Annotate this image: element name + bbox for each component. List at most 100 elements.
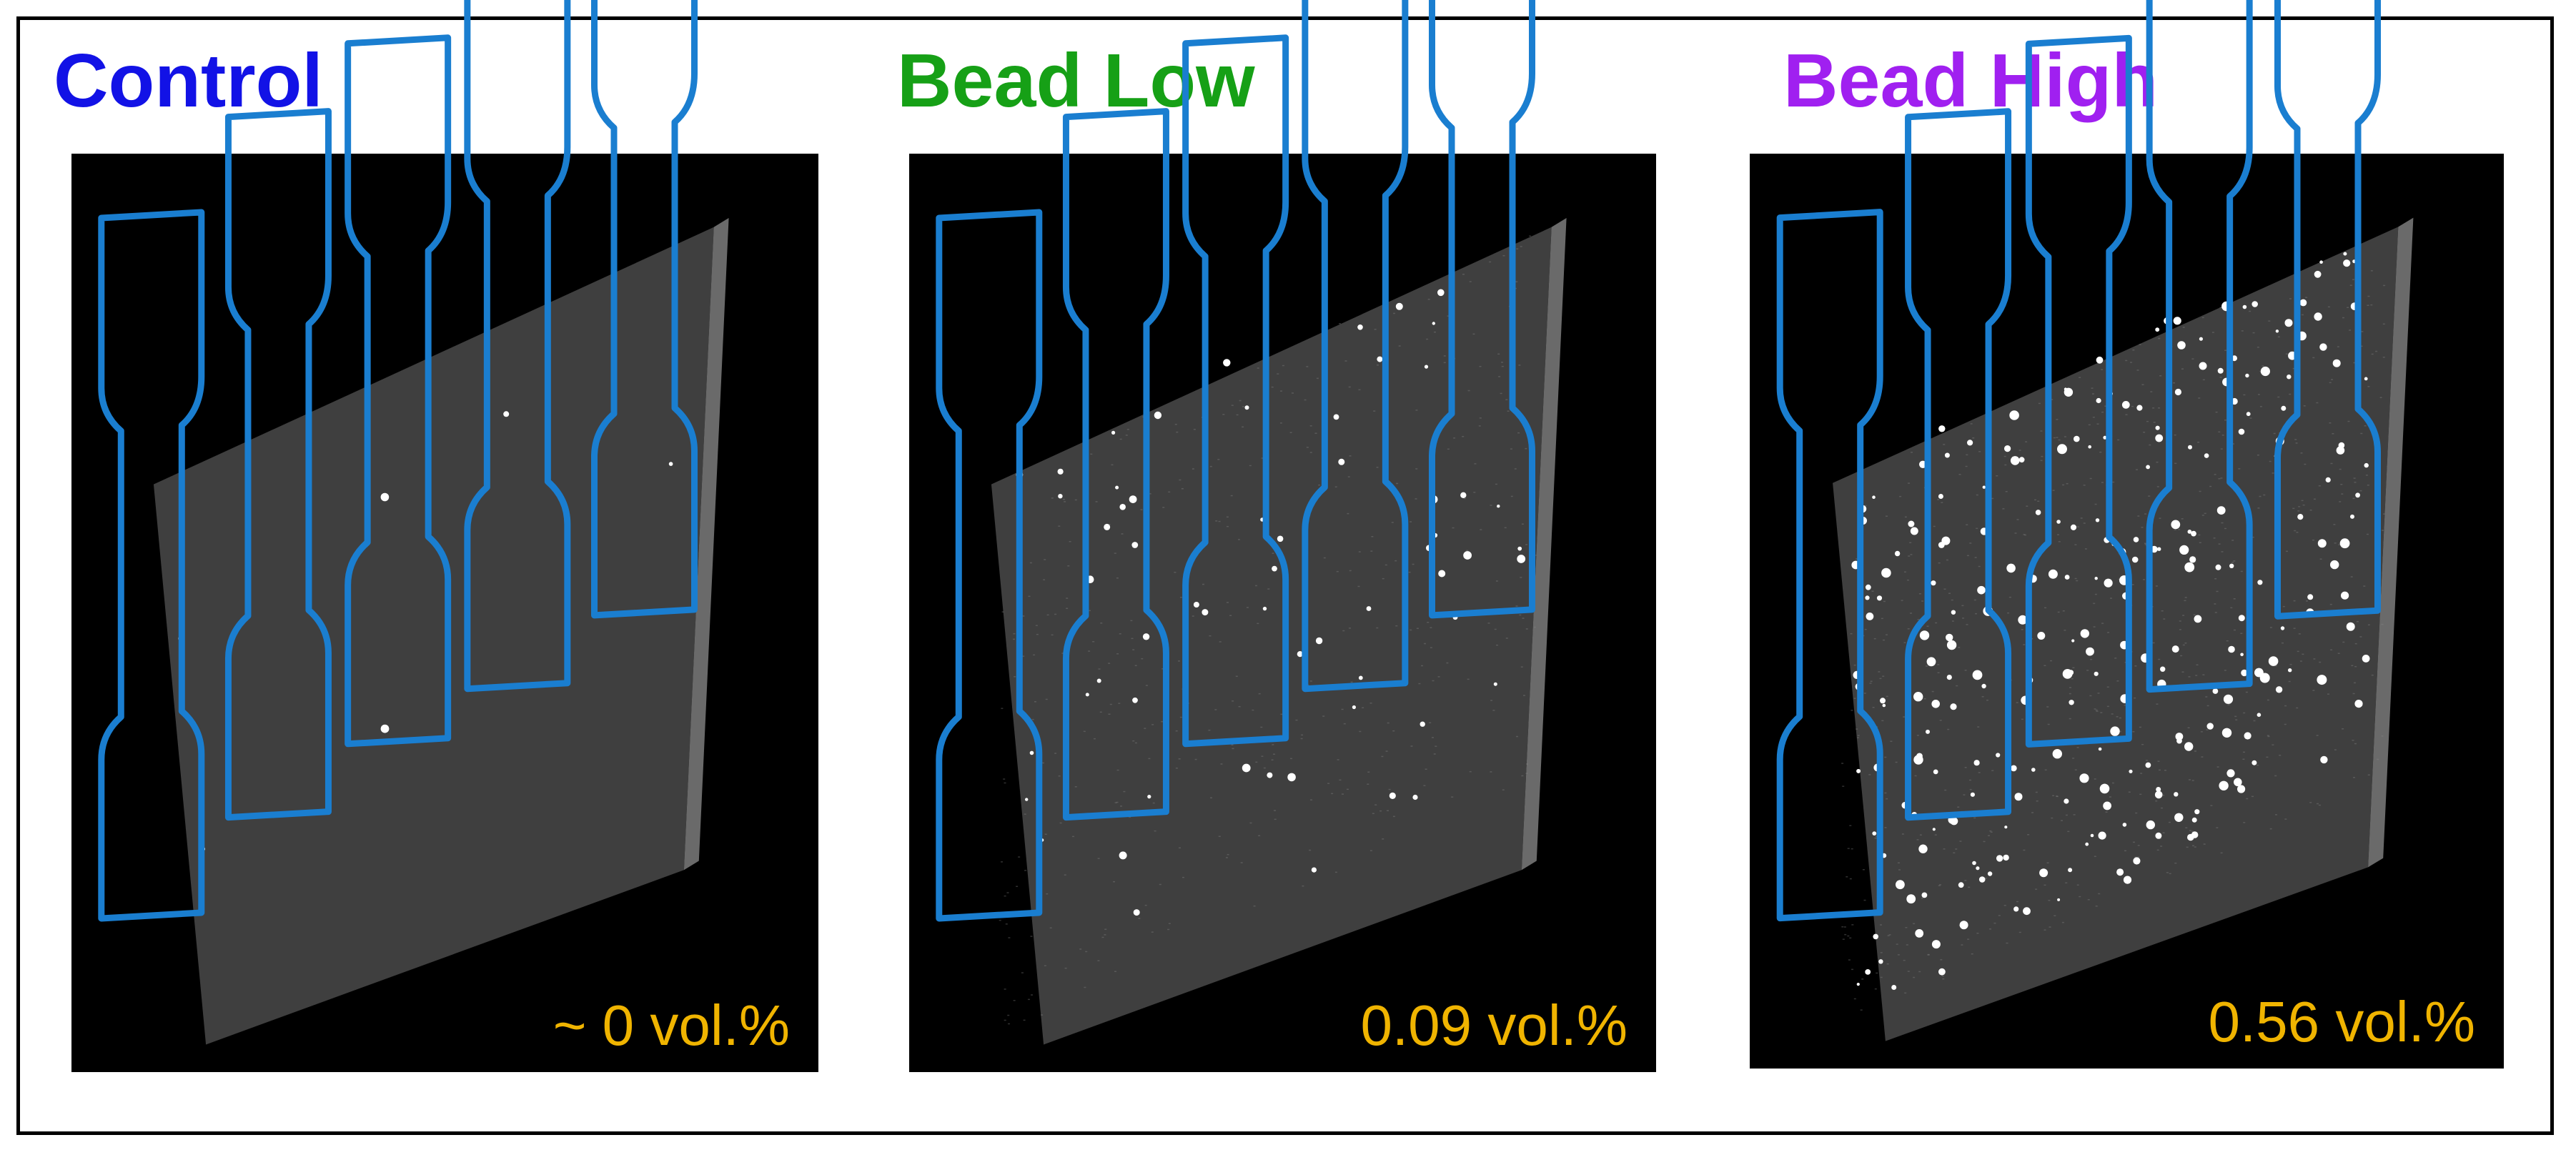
texture-speck (2056, 437, 2059, 438)
texture-speck (2024, 534, 2026, 536)
texture-speck (1490, 505, 1492, 506)
bead-particle (2013, 906, 2019, 912)
texture-speck (2319, 661, 2322, 663)
bead-particle (1996, 855, 2003, 862)
texture-speck (1023, 1019, 1026, 1021)
texture-speck (1469, 770, 1472, 773)
bead-particle (1865, 584, 1871, 590)
texture-speck (1316, 377, 1319, 380)
texture-speck (1501, 362, 1503, 363)
texture-speck (2076, 580, 2079, 582)
texture-speck (2242, 758, 2245, 760)
texture-speck (2130, 362, 2132, 363)
bead-particle (2307, 594, 2314, 600)
texture-speck (1347, 788, 1349, 790)
bead-particle (2260, 366, 2270, 377)
texture-speck (2316, 735, 2319, 736)
texture-speck (2125, 360, 2128, 362)
texture-speck (1302, 885, 1304, 887)
texture-speck (2309, 802, 2312, 803)
texture-speck (2353, 477, 2356, 479)
texture-speck (1919, 834, 1922, 836)
texture-speck (1151, 724, 1154, 725)
texture-speck (2181, 518, 2184, 520)
texture-speck (2227, 704, 2230, 705)
texture-speck (1988, 835, 1990, 836)
texture-speck (2298, 506, 2301, 507)
texture-speck (2371, 353, 2374, 355)
texture-speck (1337, 759, 1339, 760)
bead-particle (2004, 445, 2011, 452)
panel-title-bead-high: Bead High (1783, 39, 2159, 123)
bead-particle (2332, 359, 2341, 367)
texture-speck (1961, 944, 1963, 946)
texture-speck (2367, 304, 2369, 306)
bead-particle (2199, 362, 2207, 370)
bead-particle (1111, 430, 1116, 435)
texture-speck (1966, 555, 1969, 557)
texture-speck (1410, 629, 1412, 631)
texture-speck (1358, 389, 1361, 391)
texture-speck (2164, 770, 2166, 771)
texture-speck (2350, 576, 2353, 578)
texture-speck (1066, 598, 1069, 599)
texture-speck (2252, 332, 2255, 334)
texture-speck (2098, 893, 2101, 895)
texture-speck (1249, 822, 1252, 824)
texture-speck (2262, 365, 2264, 367)
ct-scene-bead-low (936, 0, 1567, 1045)
bead-particle (2136, 405, 2143, 411)
bead-particle (1931, 580, 1936, 586)
texture-speck (1886, 695, 1888, 698)
bead-particle (2057, 444, 2067, 455)
texture-speck (1842, 938, 1845, 940)
bead-particle (1377, 356, 1383, 362)
texture-speck (1348, 386, 1351, 388)
texture-speck (2036, 800, 2038, 802)
texture-speck (1525, 544, 1528, 545)
texture-speck (2006, 942, 2008, 944)
texture-speck (1479, 417, 1482, 419)
texture-speck (1490, 700, 1493, 701)
texture-speck (1463, 497, 1466, 500)
bead-particle (2188, 445, 2192, 450)
texture-speck (1369, 850, 1372, 851)
bead-particle (2341, 591, 2349, 600)
bead-particle (2069, 700, 2074, 705)
texture-speck (2297, 650, 2299, 653)
texture-speck (1966, 624, 1968, 625)
texture-speck (1116, 578, 1119, 579)
bead-particle (2238, 615, 2245, 622)
texture-speck (2295, 442, 2298, 444)
bead-particle (2174, 813, 2184, 822)
texture-speck (1074, 499, 1077, 501)
texture-speck (1943, 848, 1946, 850)
bead-particle (1972, 861, 1976, 866)
texture-speck (1222, 414, 1225, 415)
texture-speck (1367, 771, 1370, 773)
texture-speck (2240, 570, 2243, 572)
texture-speck (1178, 758, 1181, 760)
bead-particle (2299, 299, 2307, 307)
texture-speck (1035, 625, 1038, 626)
texture-speck (1347, 476, 1350, 477)
texture-speck (2174, 462, 2177, 465)
texture-speck (1384, 564, 1387, 566)
tensile-specimen-outline (2025, 34, 2132, 748)
texture-speck (1174, 572, 1176, 573)
texture-speck (1392, 816, 1395, 818)
texture-speck (1101, 936, 1104, 938)
texture-speck (2035, 791, 2038, 793)
texture-speck (1884, 792, 1887, 794)
bead-particle (1931, 700, 1940, 708)
texture-speck (2191, 358, 2194, 360)
texture-speck (1462, 274, 1465, 275)
bead-particle (2364, 462, 2369, 468)
texture-speck (2194, 750, 2196, 752)
bead-particle (1147, 795, 1151, 799)
texture-speck (1043, 579, 1046, 580)
bead-particle (1872, 495, 1876, 499)
texture-speck (1085, 951, 1088, 953)
bead-particle (2317, 539, 2327, 548)
texture-speck (1968, 886, 1971, 888)
